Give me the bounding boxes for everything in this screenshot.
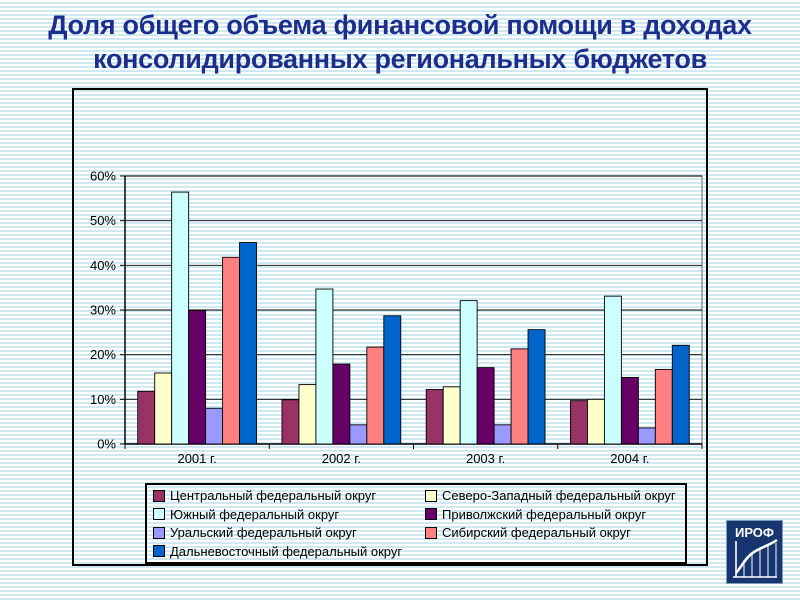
bar: [476, 367, 495, 445]
bar: [637, 427, 656, 445]
bar: [425, 389, 444, 445]
bar: [527, 329, 546, 445]
legend-label: Южный федеральный округ: [170, 506, 340, 522]
y-tick-label: 10%: [90, 392, 116, 407]
chart: 0% 10% 20% 30% 40% 50% 60% 2001 г. 2002 г. 2003 г…: [72, 88, 708, 566]
y-tick-label: 30%: [90, 303, 116, 318]
bar-chart-svg: 0% 10% 20% 30% 40% 50% 60% 2001 г. 2002 г. 2003 г…: [90, 169, 703, 466]
bar: [510, 348, 529, 445]
legend-item: Сибирский федеральный округ: [425, 525, 679, 540]
legend-swatch: [425, 489, 437, 502]
legend-swatch: [153, 489, 165, 502]
slide-title: Доля общего объема финансовой помощи в д…: [0, 8, 800, 76]
legend-item: Северо-Западный федеральный округ: [425, 488, 679, 503]
bar: [366, 346, 385, 445]
bar: [188, 309, 207, 445]
y-tick-label: 20%: [90, 347, 116, 362]
bar: [671, 344, 690, 445]
legend-swatch: [425, 508, 437, 521]
legend-label: Приволжский федеральный округ: [442, 506, 647, 522]
x-category-label: 2001 г.: [177, 451, 216, 466]
legend-swatch: [153, 545, 165, 558]
irof-logo-graphic: ИРОФ: [726, 520, 783, 584]
legend-swatch: [153, 508, 165, 521]
bar: [315, 288, 334, 445]
bar: [298, 384, 317, 445]
legend-item: Южный федеральный округ: [153, 507, 425, 522]
bar: [620, 376, 639, 445]
bar: [205, 407, 224, 445]
bar: [459, 300, 478, 445]
legend-item: Дальневосточный федеральный округ: [153, 544, 425, 559]
bar: [281, 399, 300, 445]
slide-title-line2: консолидированных региональных бюджетов: [93, 44, 707, 74]
y-tick-label: 50%: [90, 213, 116, 228]
x-category-label: 2002 г.: [322, 451, 361, 466]
bar: [654, 368, 673, 445]
legend-label: Уральский федеральный округ: [170, 525, 357, 541]
y-tick-label: 0%: [97, 437, 116, 452]
bar: [383, 315, 402, 445]
bar: [137, 390, 156, 445]
legend-item: Приволжский федеральный округ: [425, 507, 679, 522]
legend: Центральный федеральный округ Северо-Запа…: [145, 483, 687, 564]
bar: [332, 363, 351, 445]
irof-logo: ИРОФ: [726, 520, 783, 584]
legend-label: Сибирский федеральный округ: [442, 525, 631, 541]
bar: [586, 398, 605, 445]
legend-swatch: [153, 526, 165, 539]
legend-item: Центральный федеральный округ: [153, 488, 425, 503]
legend-swatch: [425, 526, 437, 539]
legend-label: Центральный федеральный округ: [170, 488, 377, 504]
bar: [349, 424, 368, 445]
bar: [603, 295, 622, 445]
bar: [570, 400, 588, 445]
bar: [239, 242, 257, 445]
bar: [222, 256, 241, 445]
slide-title-line1: Доля общего объема финансовой помощи в д…: [48, 10, 752, 40]
y-tick-label: 40%: [90, 258, 116, 273]
legend-label: Дальневосточный федеральный округ: [170, 543, 403, 559]
legend-item: Уральский федеральный округ: [153, 525, 425, 540]
legend-label: Северо-Западный федеральный округ: [442, 488, 676, 504]
y-tick-label: 60%: [90, 169, 116, 184]
irof-logo-text: ИРОФ: [735, 525, 774, 540]
bar: [171, 191, 190, 445]
x-category-label: 2003 г.: [466, 451, 505, 466]
bar: [442, 386, 461, 445]
bar: [154, 372, 173, 445]
x-category-label: 2004 г.: [610, 451, 649, 466]
bar: [493, 424, 512, 445]
